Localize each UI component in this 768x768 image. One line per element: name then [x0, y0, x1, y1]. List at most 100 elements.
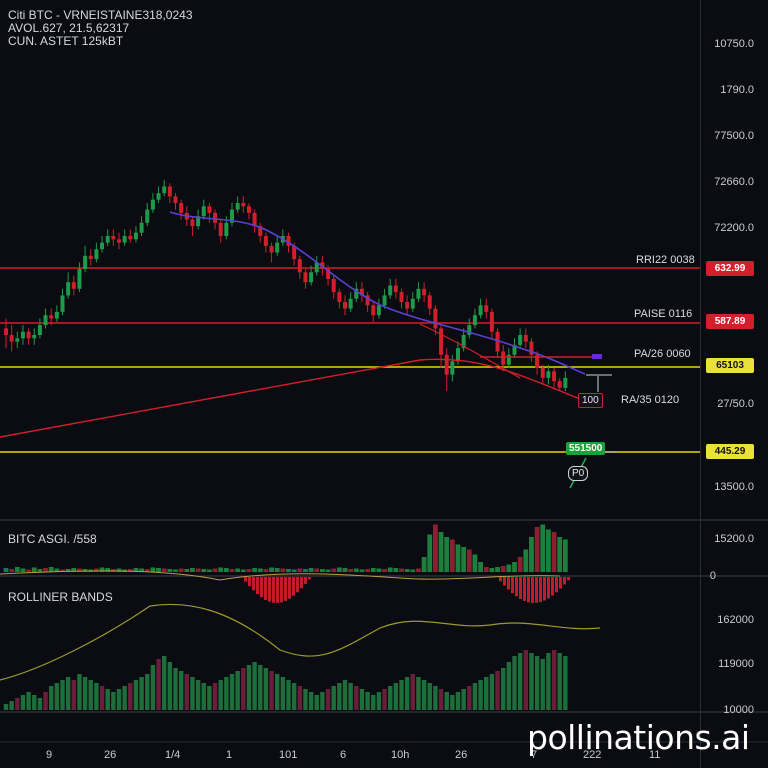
volume-bar	[246, 569, 252, 572]
candle-body	[518, 335, 523, 345]
candle-body	[150, 199, 155, 210]
band-bar	[410, 674, 415, 710]
volume-bar	[173, 569, 178, 572]
candle-body	[83, 255, 88, 269]
candle-body	[501, 351, 506, 365]
volume-bar	[416, 568, 421, 572]
candle-body	[167, 186, 172, 197]
candle-body	[218, 222, 223, 236]
band-bar	[88, 680, 93, 710]
candle-body	[303, 272, 308, 283]
oscillator-bar	[527, 577, 530, 603]
time-tick: 10h	[391, 749, 410, 761]
volume-bar	[393, 568, 399, 572]
volume-bar	[99, 567, 105, 572]
candle-body	[382, 295, 387, 306]
volume-bar	[218, 567, 224, 572]
candle-body	[467, 325, 472, 335]
volume-bar	[387, 567, 393, 572]
volume-bar	[71, 568, 77, 572]
band-bar	[111, 692, 116, 710]
order-marker-small[interactable]: P0	[568, 466, 589, 481]
oscillator-bar	[256, 577, 259, 595]
price-tick: 72660.0	[714, 176, 754, 188]
oscillator-bar	[268, 577, 271, 602]
oscillator-bar	[519, 577, 522, 599]
volume-bar	[557, 537, 563, 572]
candle-body	[297, 259, 302, 273]
oscillator-bar	[551, 577, 554, 596]
candle-body	[393, 285, 398, 293]
volume-bar	[421, 557, 427, 572]
candle-body	[472, 315, 477, 326]
bands-tick: 119000	[718, 658, 754, 670]
band-bar	[557, 653, 562, 710]
candle-body	[9, 335, 14, 342]
band-bar	[246, 665, 252, 710]
volume-bar	[478, 562, 483, 572]
level-label: PAISE 0116	[634, 308, 693, 320]
price-axis[interactable]	[700, 0, 768, 768]
candle-body	[269, 245, 274, 253]
band-bar	[450, 695, 455, 710]
candle-body	[94, 249, 99, 260]
volume-bar	[562, 539, 568, 572]
band-bar	[404, 677, 410, 710]
volume-bar	[314, 568, 320, 572]
band-bar	[427, 683, 432, 710]
band-bar	[184, 674, 189, 710]
bands-panel-label: ROLLINER BANDS	[8, 590, 113, 604]
band-bar	[523, 650, 528, 710]
band-bar	[162, 656, 167, 710]
oscillator-bar	[288, 577, 291, 599]
volume-bar	[297, 568, 303, 572]
oscillator-bar	[563, 577, 566, 585]
candle-body	[365, 295, 370, 306]
band-bar	[128, 683, 133, 710]
time-tick: 7	[531, 749, 538, 761]
oscillator-bar	[567, 577, 570, 581]
oscillator-bar	[523, 577, 526, 601]
band-bar	[495, 671, 500, 710]
candle-body	[100, 242, 105, 250]
watermark: pollinations.ai	[527, 718, 750, 757]
level-label: PA/26 0060	[634, 348, 691, 360]
band-bar	[60, 680, 65, 710]
volume-bar	[506, 564, 512, 572]
volume-bar	[229, 569, 235, 572]
order-marker-green[interactable]: 551500	[566, 442, 606, 455]
volume-bar	[212, 568, 218, 572]
band-bar	[342, 680, 348, 710]
band-bar	[258, 665, 263, 710]
volume-bar	[65, 569, 71, 572]
candle-body	[376, 305, 381, 316]
oscillator-bar	[559, 577, 562, 589]
oscillator-bar	[507, 577, 510, 590]
oscillator-bar	[539, 577, 542, 603]
candle-body	[252, 212, 257, 227]
volume-bar	[444, 537, 450, 572]
band-bar	[43, 692, 48, 710]
band-bar	[26, 692, 31, 710]
band-bar	[105, 689, 110, 710]
price-tick: 27/50.0	[717, 398, 754, 410]
volume-bar	[43, 568, 48, 572]
oscillator-bar	[300, 577, 303, 589]
candle-body	[156, 193, 161, 200]
candle-body	[145, 209, 150, 223]
candle-body	[213, 212, 218, 223]
time-tick: 1	[226, 749, 233, 761]
candle-body	[405, 302, 410, 309]
volume-bar	[353, 568, 359, 572]
oscillator-bar	[264, 577, 267, 600]
time-tick: 222	[583, 749, 602, 761]
band-bar	[116, 689, 122, 710]
band-bar	[77, 674, 82, 710]
candle-body	[456, 348, 460, 362]
oscillator-bar	[499, 577, 502, 582]
candle-body	[314, 262, 319, 273]
band-bar	[201, 683, 206, 710]
order-marker-red[interactable]: 100	[578, 393, 603, 408]
band-bar	[551, 650, 557, 710]
